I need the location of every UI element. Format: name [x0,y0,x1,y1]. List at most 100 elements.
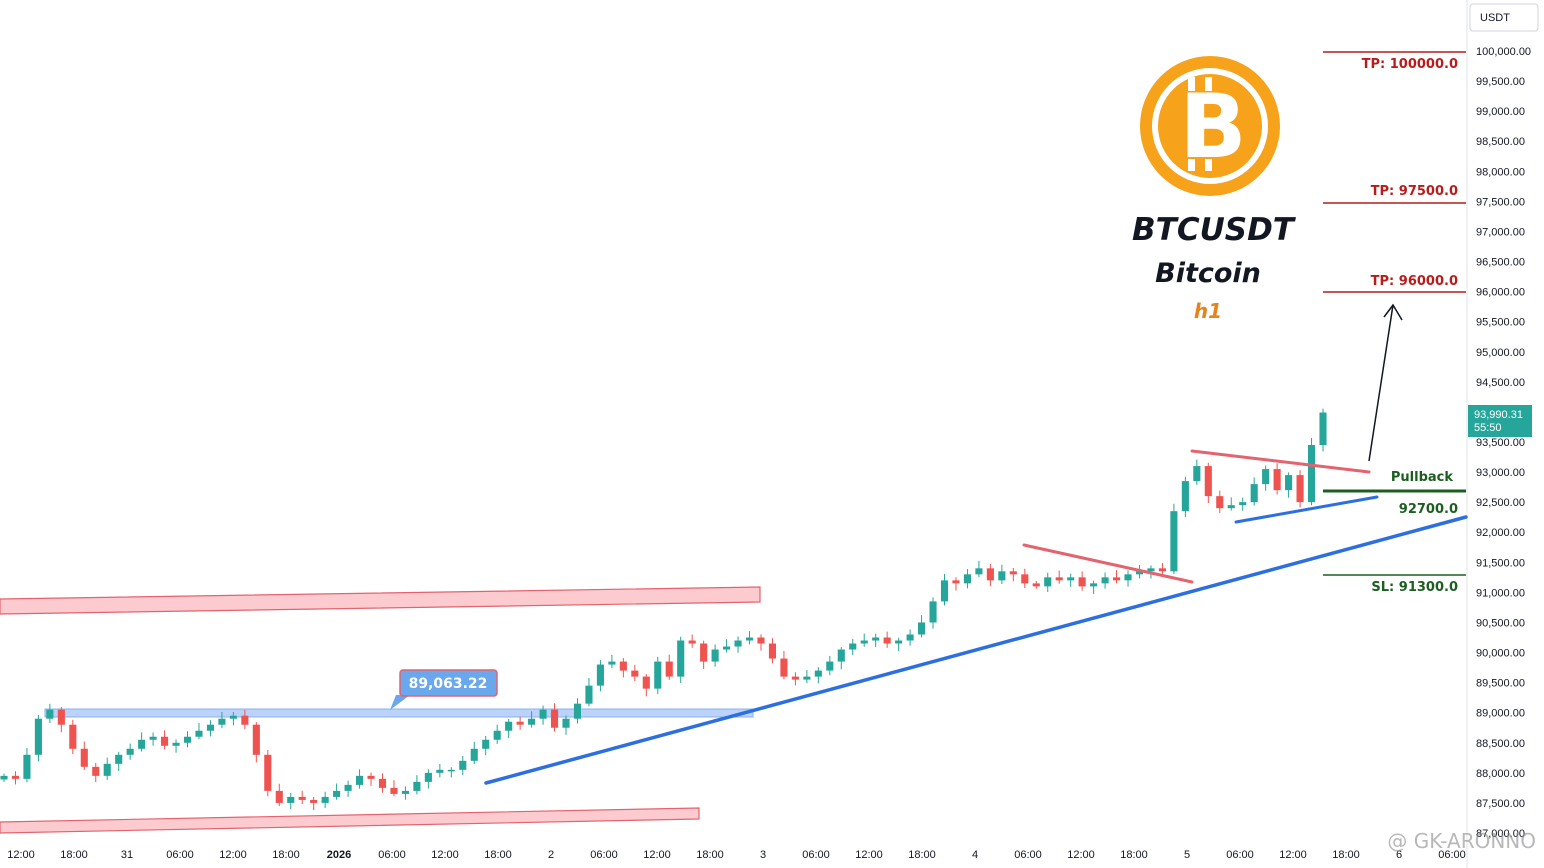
pullback-label: Pullback [1391,470,1453,485]
candle [688,634,696,648]
price-tick-label: 93,500.00 [1476,437,1525,449]
price-tick-label: 94,500.00 [1476,377,1525,389]
time-tick-label: 2 [548,849,554,861]
candle [1078,571,1086,591]
price-tick-label: 88,000.00 [1476,768,1525,780]
candle [195,722,203,740]
time-tick-label: 12:00 [1279,849,1307,861]
candle [883,631,891,648]
price-tick-label: 96,000.00 [1476,287,1525,299]
price-tick-label: 92,000.00 [1476,527,1525,539]
tp-97500-label: TP: 97500.0 [1371,184,1458,199]
price-tick-label: 97,500.00 [1476,196,1525,208]
candle [895,637,903,651]
candle [333,783,341,800]
time-tick-label: 18:00 [908,849,936,861]
candle [92,762,100,783]
candle [505,718,513,739]
time-axis[interactable]: 12:00 18:00 31 06:00 12:00 18:00 2026 06:00 12:0… [7,849,1466,861]
price-tick-label: 98,000.00 [1476,166,1525,178]
candle [161,730,169,750]
watermark: @ GK-ARONNO [1387,829,1536,853]
triangle-resistance-line [1190,449,1371,474]
candle [757,634,765,651]
candle [562,715,570,735]
candle [447,767,455,778]
candle [1032,580,1040,589]
price-axis[interactable]: 100,000.00 99,500.00 99,000.00 98,500.00 98,… [1476,46,1531,840]
candle [998,564,1006,585]
price-tick-label: 89,000.00 [1476,708,1525,720]
candle [1204,462,1212,504]
bitcoin-logo: B [1140,56,1280,196]
price-tick-label: 87,000.00 [1476,828,1525,840]
candle [0,773,8,782]
currency-label: USDT [1480,12,1510,24]
candle [206,720,215,737]
time-tick-label: 18:00 [696,849,724,861]
flag-resistance-line [1022,543,1194,584]
candle [413,775,421,795]
time-tick-label: 18:00 [1332,849,1360,861]
candle [470,741,478,765]
candle [1296,470,1304,508]
time-tick-label: 06:00 [590,849,618,861]
candle [1181,476,1189,518]
entry-label: 92700.0 [1399,502,1458,517]
price-tick-label: 91,000.00 [1476,587,1525,599]
timeframe-label: h1 [1194,299,1222,323]
currency-button[interactable]: USDT [1469,3,1539,32]
current-price: 93,990.31 [1474,409,1523,421]
candle [80,741,88,770]
candle [126,743,134,760]
current-price-tag[interactable]: 93,990.31 55:50 [1468,405,1532,437]
candle [287,792,295,810]
time-tick-label: 18:00 [60,849,88,861]
candle [642,674,650,697]
candle [516,716,524,730]
candle [264,749,272,797]
candle [734,636,742,653]
candle [528,711,536,728]
time-tick-label: 6 [1396,849,1402,861]
candle [321,791,329,808]
candle [1044,572,1052,592]
candle [550,703,559,732]
sl-label: SL: 91300.0 [1371,580,1458,595]
candle [665,654,673,680]
candle [573,698,582,724]
candle [1067,573,1075,587]
candle [791,672,799,686]
candle [367,772,375,786]
candle [814,667,822,684]
price-tick-label: 97,000.00 [1476,226,1525,238]
candle [596,660,604,692]
price-tick-label: 99,500.00 [1476,76,1525,88]
resistance-callout[interactable]: 89,063.22 [390,669,498,710]
price-tick-label: 99,000.00 [1476,106,1525,118]
candle [619,658,627,678]
upper-resistance-channel [0,586,761,615]
price-tick-label: 95,500.00 [1476,317,1525,329]
candle [963,569,971,589]
symbol-title: BTCUSDT [1132,212,1297,248]
candle [745,631,754,645]
projection-arrow [1368,303,1403,462]
resistance-price-label: 89,063.22 [409,676,488,692]
candle [252,722,260,763]
candle [700,640,708,669]
time-tick-label: 12:00 [7,849,35,861]
tp-100000-label: TP: 100000.0 [1362,57,1458,72]
candle [241,709,249,730]
candle [826,655,834,676]
candlestick-series [0,408,1327,811]
candle [1216,490,1224,513]
bitcoin-logo-inner [1158,74,1262,178]
candle [344,780,352,797]
time-tick-label: 31 [121,849,133,861]
time-tick-label: 06:00 [1226,849,1254,861]
candle [860,633,868,647]
candle [1250,477,1258,506]
candle [1170,503,1178,575]
